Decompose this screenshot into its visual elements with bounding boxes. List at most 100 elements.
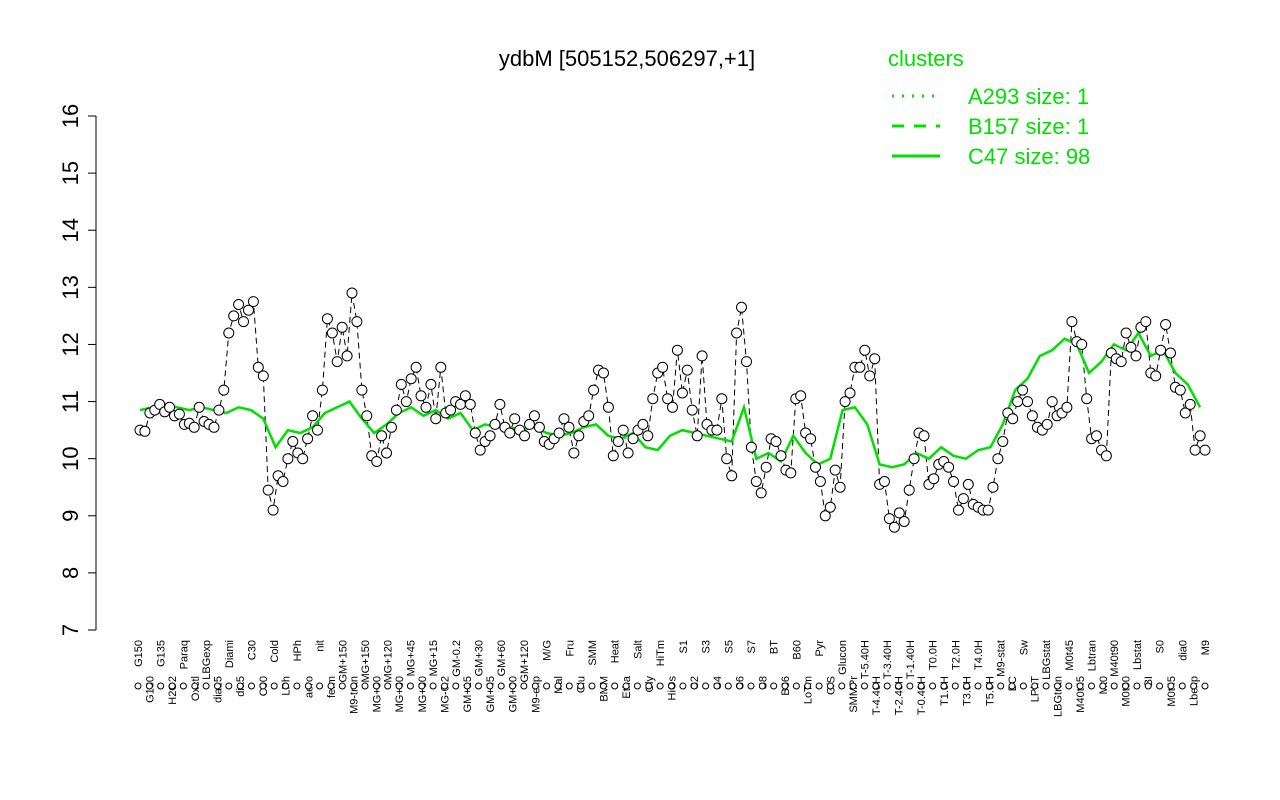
x-marker (179, 682, 187, 690)
x-tick-label: T-0.40H (916, 676, 928, 715)
data-point (238, 316, 249, 328)
x-tick-label: T-4.40H (871, 676, 883, 715)
data-point (164, 401, 176, 413)
data-point (1007, 413, 1019, 425)
y-tick-label: 12 (58, 332, 83, 356)
x-marker (668, 682, 675, 690)
x-tick-label: S7 (746, 640, 758, 653)
x-marker (895, 682, 902, 690)
x-marker (168, 682, 176, 690)
x-tick-label: Lbexp (1189, 676, 1201, 706)
y-tick-label: 8 (58, 567, 83, 579)
x-marker (1190, 682, 1198, 690)
data-point (1091, 430, 1102, 442)
x-marker (1156, 682, 1164, 690)
data-point (642, 430, 654, 442)
x-marker (577, 682, 585, 690)
x-marker (747, 682, 755, 690)
data-point (696, 350, 708, 362)
x-tick-label: G150 (133, 640, 145, 667)
data-point (139, 425, 151, 437)
x-tick-label: S5 (723, 640, 735, 653)
x-tick-label: Lbtran (1087, 640, 1099, 671)
data-point (282, 453, 294, 465)
x-tick-label: BT (769, 640, 781, 654)
x-marker (1065, 682, 1073, 690)
x-tick-label: HPh (292, 640, 304, 661)
x-tick-label: Lbstat (1132, 640, 1144, 670)
data-point (553, 427, 565, 439)
x-marker (1133, 682, 1141, 690)
data-point (760, 461, 772, 473)
data-point (1155, 344, 1167, 356)
data-point (326, 327, 338, 339)
data-point (1066, 316, 1078, 328)
data-point (519, 430, 531, 442)
data-point (859, 344, 871, 356)
data-point (252, 361, 264, 373)
x-tick-label: GM+120 (519, 640, 531, 683)
data-point (711, 424, 723, 436)
data-point (736, 301, 747, 313)
x-marker (304, 682, 312, 690)
x-marker (758, 682, 766, 690)
data-point (1140, 316, 1152, 328)
data-point (834, 481, 846, 493)
data-point (681, 364, 693, 376)
data-point (420, 401, 432, 413)
data-point (750, 476, 762, 487)
data-point (524, 418, 535, 430)
data-point (612, 436, 624, 447)
data-point (509, 413, 521, 425)
x-tick-label: T0.0H (928, 640, 940, 670)
data-point (302, 433, 314, 445)
x-marker (327, 682, 335, 690)
x-tick-label: MG+90 (371, 676, 383, 712)
x-marker (781, 682, 789, 690)
data-point (869, 353, 881, 365)
data-point (489, 418, 501, 430)
data-point (671, 344, 683, 356)
x-marker (338, 682, 346, 690)
x-marker (1042, 682, 1050, 690)
x-tick-label: M40t90 (1109, 640, 1121, 677)
x-tick-label: M/G (542, 640, 554, 661)
data-point (1165, 347, 1176, 359)
data-point (262, 484, 274, 496)
data-point (716, 393, 728, 405)
data-point (277, 476, 289, 487)
data-point (992, 453, 1004, 465)
x-marker (134, 682, 142, 690)
data-point (948, 476, 959, 487)
x-marker (418, 682, 426, 690)
x-marker (724, 682, 732, 690)
data-point (676, 387, 688, 399)
data-point (898, 516, 910, 527)
x-marker (543, 682, 551, 690)
data-point (213, 404, 225, 416)
data-point (918, 430, 930, 442)
x-marker (736, 682, 744, 690)
data-point (459, 390, 471, 402)
legend-label: A293 size: 1 (968, 84, 1089, 109)
data-point (484, 430, 496, 442)
x-marker (191, 682, 199, 690)
x-marker (509, 682, 517, 690)
data-point (563, 421, 575, 433)
y-tick-label: 11 (58, 390, 83, 413)
data-point (844, 387, 856, 399)
x-tick-label: T-3.40H (882, 640, 894, 679)
x-marker (985, 682, 993, 690)
data-point (233, 299, 245, 310)
x-marker (486, 682, 494, 690)
x-marker (202, 682, 210, 690)
x-tick-label: T-1.40H (905, 640, 917, 679)
data-point (464, 398, 476, 410)
legend-title: clusters (888, 46, 964, 71)
x-tick-label: MG+60 (394, 676, 406, 712)
data-point (247, 296, 259, 308)
data-point (1189, 444, 1201, 456)
x-marker (384, 682, 392, 690)
x-tick-label: M9-exp (530, 676, 542, 713)
x-tick-label: LBGstat (1041, 640, 1053, 680)
